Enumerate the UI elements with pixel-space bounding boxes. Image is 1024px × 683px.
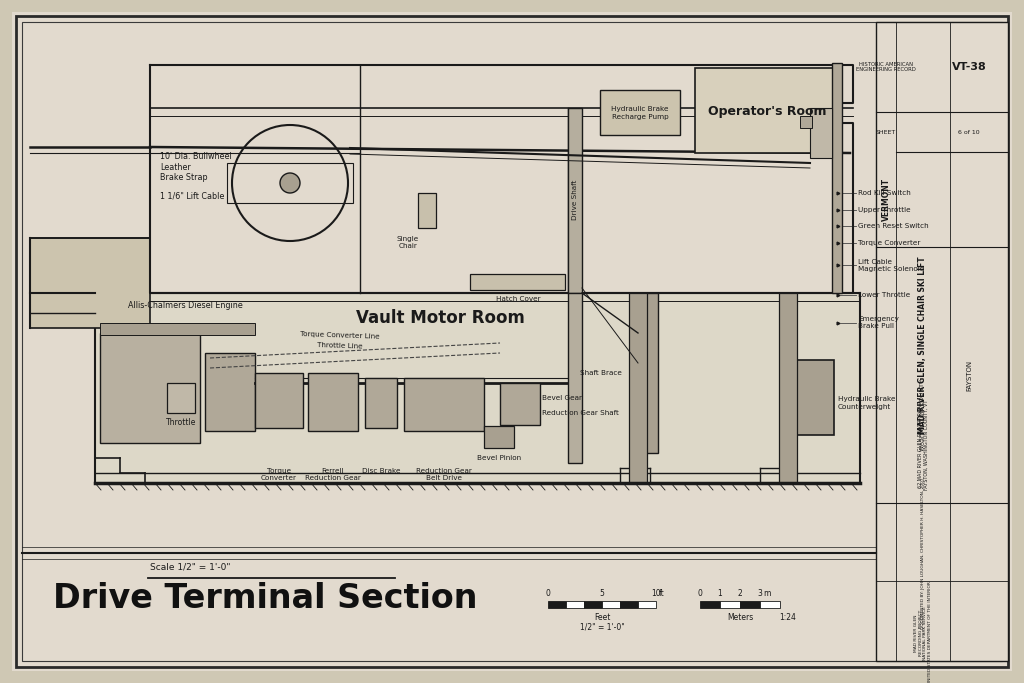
Text: Green Reset Switch: Green Reset Switch [858,223,929,229]
Text: VT-38: VT-38 [951,62,986,72]
Text: Hatch Cover: Hatch Cover [496,296,541,302]
Text: Disc Brake: Disc Brake [361,468,400,474]
Text: Torque Converter Line: Torque Converter Line [300,331,380,340]
Text: Lift Cable
Magnetic Solenoid: Lift Cable Magnetic Solenoid [858,258,925,272]
Bar [638,601,656,608]
Text: Feet: Feet [594,613,610,622]
Text: 0: 0 [546,589,551,598]
Text: 1/2" = 1'-0": 1/2" = 1'-0" [580,623,625,632]
Text: Drive Terminal Section: Drive Terminal Section [53,581,477,615]
Bar [629,293,647,483]
Bar [205,353,255,431]
Bar [500,383,540,425]
Text: Single
Chair: Single Chair [397,236,419,249]
Text: Reduction Gear Shaft: Reduction Gear Shaft [542,410,618,416]
Bar [740,601,760,608]
Bar [779,293,797,483]
Bar [484,426,514,448]
Text: Rod Kill Switch: Rod Kill Switch [858,190,910,196]
Text: 5: 5 [600,589,604,598]
Text: 3: 3 [758,589,763,598]
Text: DOCUMENTED BY: JOHN LOUGHAN, CHRISTOPHER H. HASELTON, 2007: DOCUMENTED BY: JOHN LOUGHAN, CHRISTOPHER… [921,477,925,629]
Bar [600,90,680,135]
Text: m: m [763,589,770,598]
Text: Scale 1/2" = 1'-0": Scale 1/2" = 1'-0" [150,563,230,572]
Text: 62 MAD RIVER GLEN RESORT ROAD
FAYSTON, WASHINGTON COUNTY, VT: 62 MAD RIVER GLEN RESORT ROAD FAYSTON, W… [918,400,929,490]
Bar [568,293,582,463]
Bar [167,383,195,413]
Bar [760,601,780,608]
Text: Bevel Gear: Bevel Gear [542,395,582,401]
Text: HISTORIC AMERICAN
ENGINEERING RECORD: HISTORIC AMERICAN ENGINEERING RECORD [856,61,915,72]
Bar [700,601,720,608]
Bar [720,601,740,608]
Text: Hydraulic Brake
Counterweight: Hydraulic Brake Counterweight [838,397,896,410]
Text: 6 of 10: 6 of 10 [958,130,980,135]
Text: 1 1/6" Lift Cable: 1 1/6" Lift Cable [160,191,224,201]
Bar [30,238,150,328]
Bar [620,601,638,608]
Text: Operator's Room: Operator's Room [708,104,826,117]
Text: Bevel Pinion: Bevel Pinion [477,455,521,461]
Bar [638,293,658,453]
Bar [418,193,436,228]
Text: 2: 2 [737,589,742,598]
Bar [810,108,831,158]
Text: Drive Shaft: Drive Shaft [572,180,578,220]
Text: 1: 1 [718,589,722,598]
Bar [404,378,484,431]
Bar [584,601,602,608]
Text: MAD RIVER GLEN, SINGLE CHAIR SKI LIFT: MAD RIVER GLEN, SINGLE CHAIR SKI LIFT [919,256,928,434]
Text: WASHINGTON COUNTY: WASHINGTON COUNTY [921,379,926,451]
Bar [602,601,620,608]
Text: MAD RIVER GLEN
RECORDING PROJECT
NATIONAL PARK SERVICE
UNITED STATES DEPARTMENT : MAD RIVER GLEN RECORDING PROJECT NATIONA… [914,581,932,683]
Bar [95,293,860,483]
Text: Allis-Chalmers Diesel Engine: Allis-Chalmers Diesel Engine [128,301,243,311]
Text: Throttle: Throttle [166,418,197,427]
Bar [365,378,397,428]
Bar [695,68,840,153]
Bar [100,323,255,335]
Bar [800,116,812,128]
Text: FAYSTON: FAYSTON [966,359,972,391]
Bar [227,163,353,203]
Text: Torque
Converter: Torque Converter [261,468,297,481]
Text: Emergency
Brake Pull: Emergency Brake Pull [858,316,899,329]
Bar [876,22,1008,661]
Text: SHEET: SHEET [876,130,896,135]
Bar [470,274,565,290]
Bar [566,601,584,608]
Bar [568,108,582,293]
Circle shape [280,173,300,193]
Text: 10: 10 [651,589,660,598]
Bar [548,601,566,608]
Text: ft: ft [659,589,665,598]
Text: Shaft Brace: Shaft Brace [581,370,622,376]
Text: Ferrell
Reduction Gear: Ferrell Reduction Gear [305,468,360,481]
Bar [308,373,358,431]
Text: Hydraulic Brake
Recharge Pump: Hydraulic Brake Recharge Pump [611,107,669,120]
Bar [790,360,834,435]
Text: Lower Throttle: Lower Throttle [858,292,910,298]
Text: Torque Converter: Torque Converter [858,240,921,246]
Text: 0: 0 [697,589,702,598]
Text: Reduction Gear
Belt Drive: Reduction Gear Belt Drive [416,468,472,481]
Bar [831,63,842,293]
Text: Vault Motor Room: Vault Motor Room [355,309,524,327]
Text: Upper Throttle: Upper Throttle [858,207,910,213]
Bar [100,333,200,443]
Text: 10' Dia. Bullwheel
Leather
Brake Strap: 10' Dia. Bullwheel Leather Brake Strap [160,152,231,182]
Bar [255,373,303,428]
Text: Meters: Meters [727,613,753,622]
Text: 1:24: 1:24 [779,613,797,622]
Text: VERMONT: VERMONT [882,178,891,221]
Text: Throttle Line: Throttle Line [317,342,362,350]
